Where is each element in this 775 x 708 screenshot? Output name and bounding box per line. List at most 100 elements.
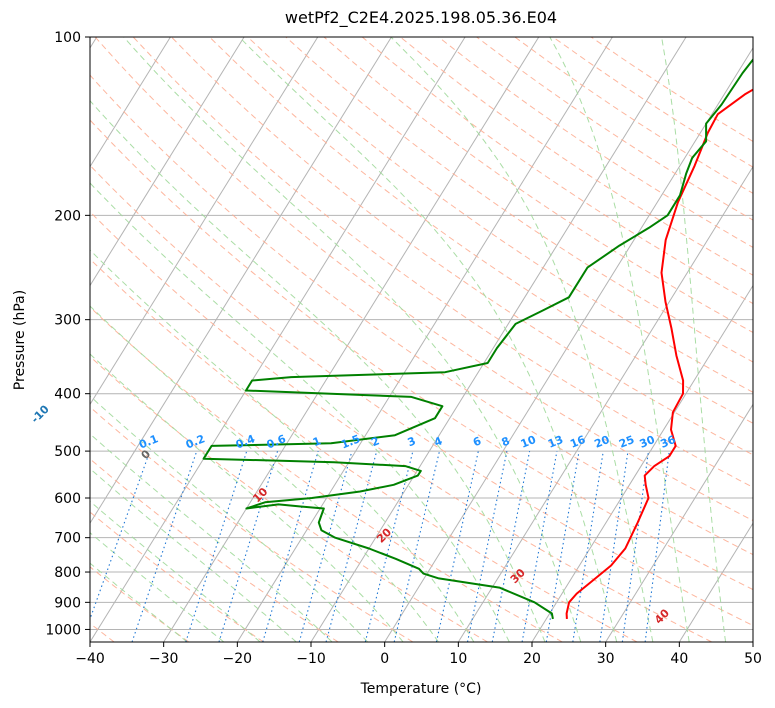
dry-adiabat-line: [90, 458, 339, 642]
dry-adiabat-line: [171, 37, 753, 456]
y-tick-label: 200: [54, 208, 81, 224]
x-tick-label: 10: [449, 651, 467, 667]
x-tick-label: −10: [296, 651, 326, 667]
x-tick-label: −40: [75, 651, 105, 667]
dry-adiabat-line: [285, 37, 753, 363]
mixing-ratio-line: [325, 450, 378, 642]
dry-adiabat-line: [476, 37, 753, 221]
moist-adiabat-line: [549, 37, 690, 642]
moist-adiabat-line: [390, 37, 654, 642]
dry-adiabat-line: [399, 37, 753, 276]
mixing-ratio-label: 10: [519, 433, 538, 451]
y-tick-label: 400: [54, 387, 81, 403]
moist-adiabat-line: [661, 37, 727, 642]
moist-adiabats: [90, 37, 727, 642]
x-tick-label: −20: [223, 651, 253, 667]
mixing-ratio-line: [298, 450, 353, 642]
dry-adiabat-label: 40: [652, 606, 672, 626]
mixing-ratio-line: [599, 451, 629, 642]
mixing-ratio-line: [621, 451, 650, 642]
dry-adiabat-line: [90, 119, 753, 591]
mixing-ratio-line: [218, 450, 279, 642]
mixing-ratio-line: [521, 451, 558, 642]
isotherm-line: [163, 37, 540, 642]
mixing-ratio-line: [90, 450, 151, 621]
moist-adiabat-line: [90, 395, 369, 642]
isotherm-line: [90, 37, 171, 168]
mixing-ratio-label: 16: [568, 433, 587, 451]
isotherm-line: [90, 37, 319, 406]
mixing-ratio-line: [491, 450, 531, 642]
dry-adiabat-line: [90, 355, 488, 642]
moist-adiabat-line: [90, 433, 333, 642]
dry-adiabat-line: [90, 306, 563, 642]
x-tick-label: 50: [744, 651, 762, 667]
y-tick-label: 800: [54, 565, 81, 581]
mixing-ratio-label: 30: [638, 433, 657, 451]
isotherm-line: [457, 165, 753, 642]
mixing-ratio-label: 36: [658, 433, 677, 451]
moist-adiabat-line: [90, 468, 297, 642]
y-tick-label: 600: [54, 491, 81, 507]
mixing-ratio-line: [545, 451, 580, 642]
mixing-ratio-label: 0.4: [234, 432, 257, 451]
mixing-ratio-line: [644, 451, 670, 642]
y-tick-label: 300: [54, 313, 81, 329]
y-tick-label: 100: [54, 30, 81, 46]
moist-adiabat-line: [90, 182, 510, 642]
mixing-ratio-label: 8: [500, 434, 512, 449]
dry-adiabat-line: [361, 37, 753, 305]
x-tick-label: 0: [380, 651, 389, 667]
isotherm-line: [90, 37, 466, 642]
dry-adiabat-line: [90, 511, 264, 642]
mixing-ratio-line: [262, 450, 319, 642]
x-axis: −40 −30 −20 −10 0 10 20 30 40 50: [75, 642, 762, 667]
y-tick-label: 1000: [45, 622, 81, 638]
dry-adiabat-line: [438, 37, 753, 248]
dry-adiabat-line: [90, 211, 712, 642]
x-tick-label: 20: [523, 651, 541, 667]
mixing-ratio-label: 4: [432, 434, 444, 449]
dry-adiabat-label: 30: [508, 566, 528, 586]
moist-adiabat-line: [90, 353, 404, 642]
moist-adiabat-line: [90, 249, 475, 642]
dry-adiabat-line: [94, 37, 753, 522]
dry-adiabat-line: [132, 37, 753, 488]
dry-adiabat-line: [90, 74, 753, 556]
isotherm-line: [90, 37, 392, 525]
mixing-ratio-line: [572, 451, 604, 642]
dry-adiabat-line: [552, 37, 753, 168]
mixing-ratio-lines: [90, 450, 670, 642]
mixing-ratio-label: 2: [369, 434, 381, 449]
mixing-ratio-label: 20: [592, 433, 611, 451]
mixing-ratio-label: 0.2: [184, 432, 207, 451]
mixing-ratio-label: 13: [546, 433, 565, 451]
plot-area: -100-90-80-70-60-50-40-30-20-10010203040…: [29, 37, 753, 642]
mixing-ratio-label: 0.6: [265, 432, 288, 451]
mixing-ratio-line: [364, 450, 414, 642]
moist-adiabat-line: [123, 37, 582, 642]
y-axis: 100 200 300 400 500 600 700 800 900 1000: [45, 30, 90, 638]
x-tick-label: −30: [149, 651, 179, 667]
y-tick-label: 900: [54, 595, 81, 611]
mixing-ratio-label: 3: [406, 434, 418, 449]
isotherm-line: [236, 37, 613, 642]
y-axis-label: Pressure (hPa): [12, 290, 28, 390]
mixing-ratio-label: 0.1: [137, 432, 160, 451]
dry-adiabats: [90, 37, 753, 642]
x-tick-label: 30: [597, 651, 615, 667]
dry-adiabat-line: [90, 406, 414, 642]
isotherms: [90, 37, 753, 642]
mixing-ratio-line: [393, 450, 441, 642]
clipped-layer: [90, 37, 753, 642]
mixing-ratio-label: 1.5: [339, 432, 362, 451]
isotherm-line: [752, 641, 753, 642]
plot-frame: [89, 36, 754, 643]
dry-adiabat-line: [209, 37, 753, 424]
sounding-line: [565, 88, 753, 619]
isotherm-line: [384, 46, 753, 642]
sounding-traces: [202, 57, 753, 620]
sounding-line: [202, 57, 753, 620]
x-tick-label: 40: [670, 651, 688, 667]
moist-adiabat-line: [90, 305, 439, 642]
